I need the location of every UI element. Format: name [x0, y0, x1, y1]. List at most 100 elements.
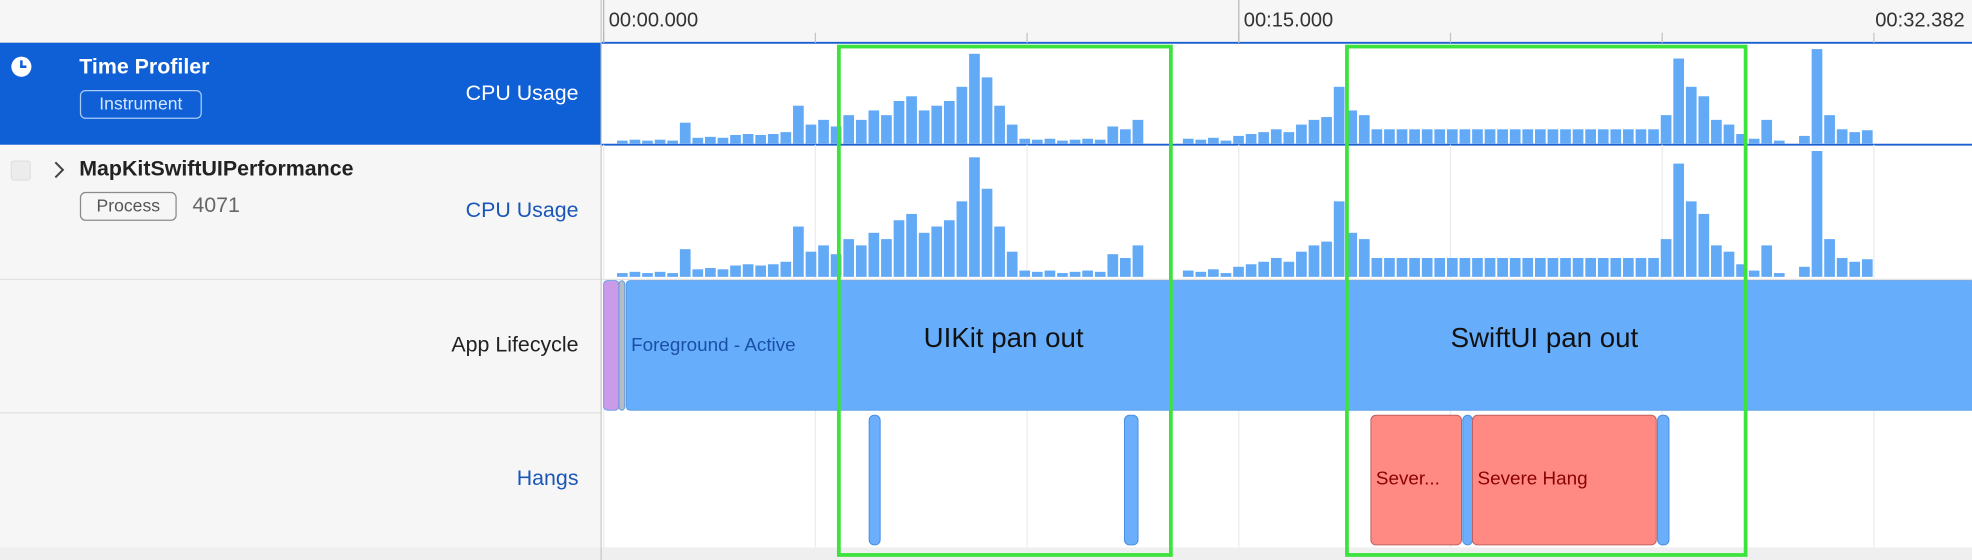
- cpu-bar: [1522, 129, 1534, 144]
- disclosure-chevron[interactable]: [54, 161, 65, 179]
- cpu-bar: [1333, 86, 1345, 144]
- cpu-bar: [793, 105, 804, 144]
- cpu-bar: [881, 239, 892, 277]
- cpu-bar: [1711, 245, 1722, 277]
- highlight-box: [836, 44, 1173, 557]
- cpu-bar: [1484, 129, 1496, 144]
- cpu-bar: [1409, 129, 1420, 144]
- cpu-bar: [717, 137, 729, 144]
- cpu-bar: [1836, 257, 1848, 277]
- cpu-bar: [1434, 257, 1446, 277]
- cpu-bar: [1270, 129, 1282, 144]
- graph-label[interactable]: CPU Usage: [466, 198, 579, 222]
- cpu-bar: [679, 122, 691, 144]
- lifecycle-label: Foreground - Active: [631, 334, 796, 355]
- process-icon: [10, 160, 31, 181]
- cpu-bar: [1069, 271, 1081, 277]
- cpu-bar: [780, 261, 792, 277]
- cpu-bar: [1597, 129, 1609, 144]
- cpu-bar: [1421, 257, 1433, 277]
- cpu-bar: [1082, 138, 1093, 144]
- cpu-bar: [1308, 119, 1320, 144]
- cpu-bar: [1685, 86, 1697, 144]
- track-title[interactable]: Time Profiler: [79, 55, 209, 79]
- hang-interval: [1370, 414, 1463, 546]
- hang-interval: [1123, 414, 1139, 546]
- cpu-bar: [1711, 119, 1722, 144]
- cpu-bar: [1547, 129, 1559, 144]
- cpu-bar: [1648, 129, 1659, 144]
- cpu-bar: [1773, 140, 1785, 144]
- cpu-bar: [679, 249, 691, 277]
- selected-row[interactable]: [0, 42, 602, 145]
- cpu-bar: [1182, 270, 1194, 277]
- cpu-bar: [1308, 245, 1320, 277]
- cpu-bar: [1057, 140, 1068, 144]
- cpu-bar: [1384, 129, 1395, 144]
- cpu-bar: [1572, 129, 1584, 144]
- cpu-bar: [1849, 132, 1861, 144]
- cpu-bar: [1836, 129, 1848, 144]
- cpu-bar: [1371, 129, 1383, 144]
- cpu-bar: [617, 140, 628, 144]
- cpu-bar: [1233, 266, 1244, 277]
- cpu-bar: [1446, 129, 1458, 144]
- cpu-bar: [654, 271, 666, 277]
- cpu-bar: [805, 251, 817, 277]
- cpu-bar: [1459, 129, 1471, 144]
- graph-label[interactable]: CPU Usage: [466, 81, 579, 105]
- cpu-bar: [1799, 266, 1810, 277]
- track-title[interactable]: MapKitSwiftUIPerformance: [79, 157, 353, 181]
- cpu-bar: [1497, 257, 1508, 277]
- cpu-bar: [1597, 257, 1609, 277]
- cpu-bar: [755, 134, 767, 144]
- cpu-bar: [1811, 151, 1823, 277]
- cpu-bar: [1384, 257, 1395, 277]
- cpu-bar: [793, 226, 804, 277]
- time-label: 00:00.000: [609, 10, 698, 32]
- cpu-bar: [918, 110, 930, 144]
- cpu-bar: [1195, 139, 1207, 144]
- process-id: 4071: [192, 193, 240, 217]
- cpu-bar: [1346, 232, 1358, 277]
- cpu-bar: [1623, 129, 1634, 144]
- cpu-bar: [629, 271, 641, 277]
- cpu-bar: [654, 139, 666, 144]
- cpu-bar: [1459, 257, 1471, 277]
- graph-label[interactable]: Hangs: [517, 466, 579, 490]
- cpu-bar: [855, 119, 867, 144]
- cpu-bar: [667, 273, 678, 277]
- graph-label[interactable]: App Lifecycle: [451, 333, 578, 357]
- cpu-bar: [1283, 132, 1295, 144]
- cpu-bar: [969, 53, 980, 144]
- cpu-bar: [1019, 270, 1031, 277]
- cpu-bar: [1623, 257, 1634, 277]
- cpu-bar: [1019, 138, 1031, 144]
- badge: [79, 89, 202, 119]
- annotation: SwiftUI pan out: [1451, 322, 1639, 353]
- cpu-bar: [956, 201, 968, 277]
- badge-label: Instrument: [99, 94, 182, 114]
- cpu-bar: [1685, 201, 1697, 277]
- cpu-bar: [1673, 163, 1685, 277]
- cpu-bar: [1107, 126, 1119, 144]
- cpu-bar: [1572, 257, 1584, 277]
- hang-interval: [868, 414, 881, 546]
- cpu-bar: [956, 86, 968, 144]
- cpu-bar: [1333, 201, 1345, 277]
- cpu-bar: [767, 264, 779, 277]
- cpu-bar: [1748, 270, 1760, 277]
- cpu-bar: [1824, 115, 1835, 144]
- cpu-bar: [881, 115, 892, 144]
- cpu-bar: [981, 77, 993, 144]
- cpu-bar: [1736, 264, 1747, 277]
- cpu-bar: [1434, 129, 1446, 144]
- cpu-bar: [1560, 129, 1571, 144]
- cpu-bar: [1761, 245, 1773, 277]
- cpu-bar: [1233, 135, 1244, 144]
- cpu-bar: [1120, 129, 1131, 144]
- highlight-box: [1345, 44, 1748, 557]
- cpu-bar: [1245, 264, 1257, 277]
